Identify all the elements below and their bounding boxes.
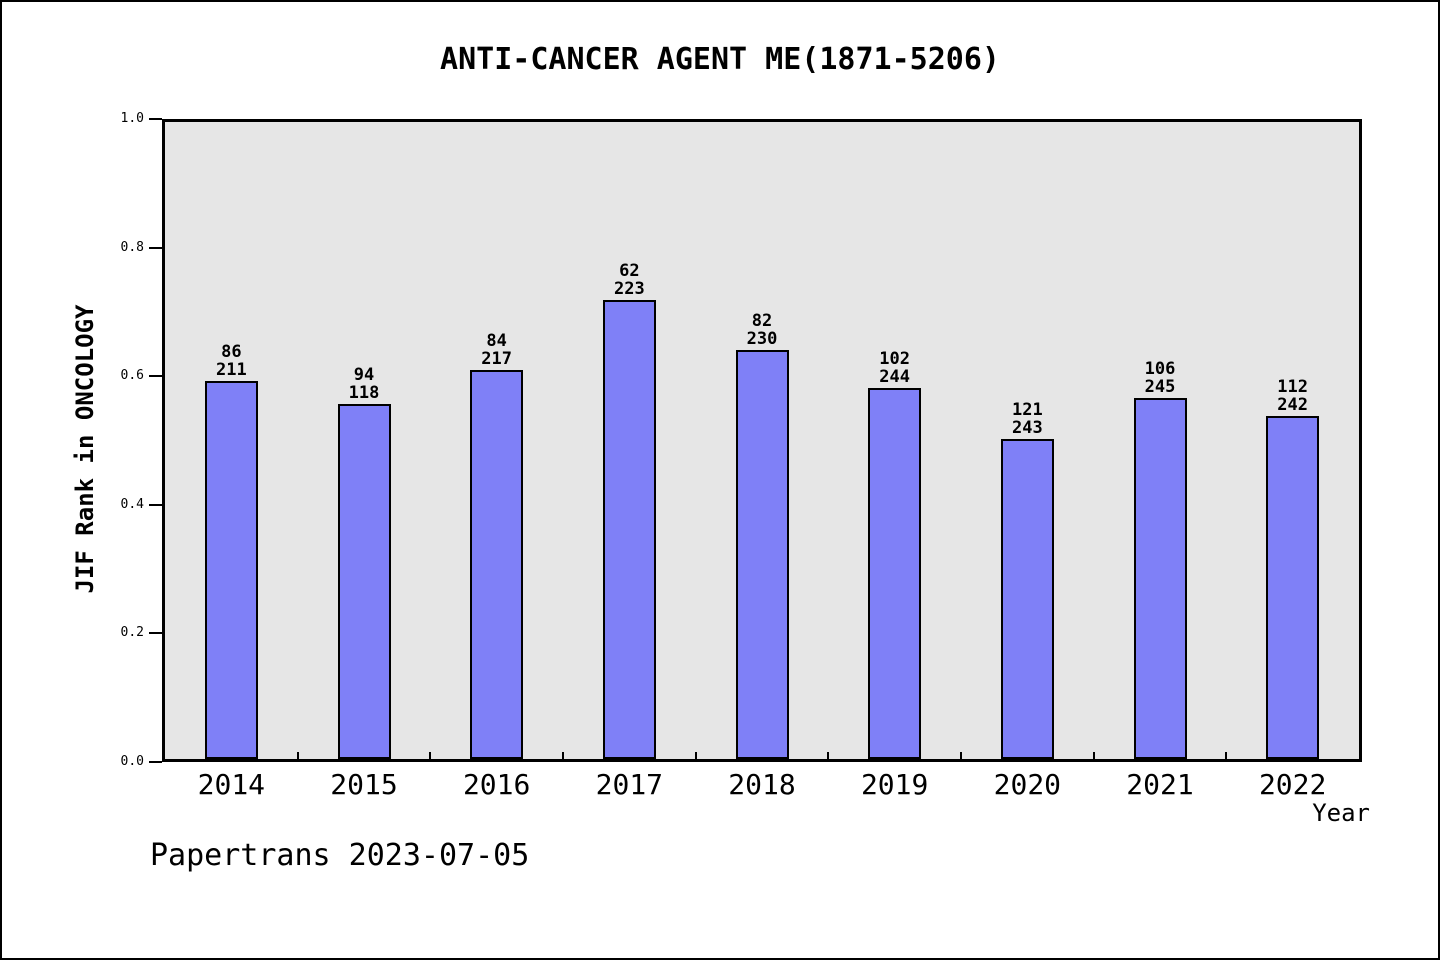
x-axis-minor-tick [296, 752, 299, 759]
bar-value-label-2014: 86 211 [215, 342, 247, 381]
x-axis-tick-label-2019: 2019 [860, 768, 929, 801]
plot-area: 86 211 94 118 84 217 62 223 82 230 102 244 121… [162, 119, 1362, 762]
bar-2018 [735, 350, 789, 759]
x-axis-tick-label-2017: 2017 [595, 768, 664, 801]
bar-2017 [602, 300, 656, 759]
bar-2014 [204, 381, 258, 759]
bar-2020 [1000, 439, 1054, 759]
y-axis-tick-mark [149, 118, 162, 120]
x-axis-tick-label-2020: 2020 [993, 768, 1062, 801]
x-axis-tick-label-2014: 2014 [197, 768, 266, 801]
bar-2019 [868, 388, 922, 759]
bar-2022 [1266, 415, 1320, 759]
x-axis-tick-label-2015: 2015 [330, 768, 398, 801]
x-axis-minor-tick [1225, 752, 1228, 759]
y-axis-tick-mark [149, 375, 162, 378]
bar-value-label-2022: 112 242 [1277, 376, 1309, 415]
y-axis-tick-label: 0.0 [120, 754, 144, 769]
y-axis-tick-label: 0.2 [120, 625, 144, 641]
x-axis-minor-tick [694, 752, 697, 759]
x-axis-minor-tick [827, 752, 830, 759]
bar-value-label-2021: 106 245 [1144, 358, 1176, 397]
y-axis-tick-mark [149, 503, 162, 506]
bar-value-label-2016: 84 217 [481, 330, 513, 369]
y-axis-tick-label: 0.6 [120, 368, 144, 384]
x-axis-tick-label-2018: 2018 [728, 768, 796, 801]
bar-2016 [470, 369, 524, 759]
bar-value-label-2017: 62 223 [613, 261, 645, 300]
y-axis-tick-mark [149, 632, 162, 635]
bar-value-label-2015: 94 118 [348, 365, 380, 404]
x-axis-minor-tick [562, 752, 564, 759]
y-axis-tick-label: 0.4 [120, 496, 144, 512]
x-axis-minor-tick [429, 752, 432, 759]
bar-2015 [337, 404, 391, 759]
bar-2021 [1133, 397, 1187, 759]
x-axis-minor-tick [960, 752, 962, 759]
bar-value-label-2019: 102 244 [879, 349, 911, 388]
x-axis-label: Year [1312, 799, 1370, 827]
x-axis-minor-tick [1092, 752, 1095, 759]
y-axis-label: JIF Rank in ONCOLOGY [71, 304, 99, 594]
y-axis-tick-mark [149, 761, 162, 763]
x-axis-tick-label-2022: 2022 [1258, 768, 1327, 801]
footer-note: Papertrans 2023-07-05 [150, 838, 530, 873]
bar-value-label-2020: 121 243 [1011, 400, 1043, 439]
y-axis-tick-label: 0.8 [120, 239, 144, 255]
y-axis-tick-label: 1.0 [120, 111, 144, 126]
bar-value-label-2018: 82 230 [746, 311, 778, 350]
y-axis-tick-mark [149, 246, 162, 249]
x-axis-tick-label-2021: 2021 [1126, 768, 1194, 801]
chart-title: ANTI-CANCER AGENT ME(1871-5206) [440, 42, 1000, 77]
x-axis-tick-label-2016: 2016 [462, 768, 531, 801]
